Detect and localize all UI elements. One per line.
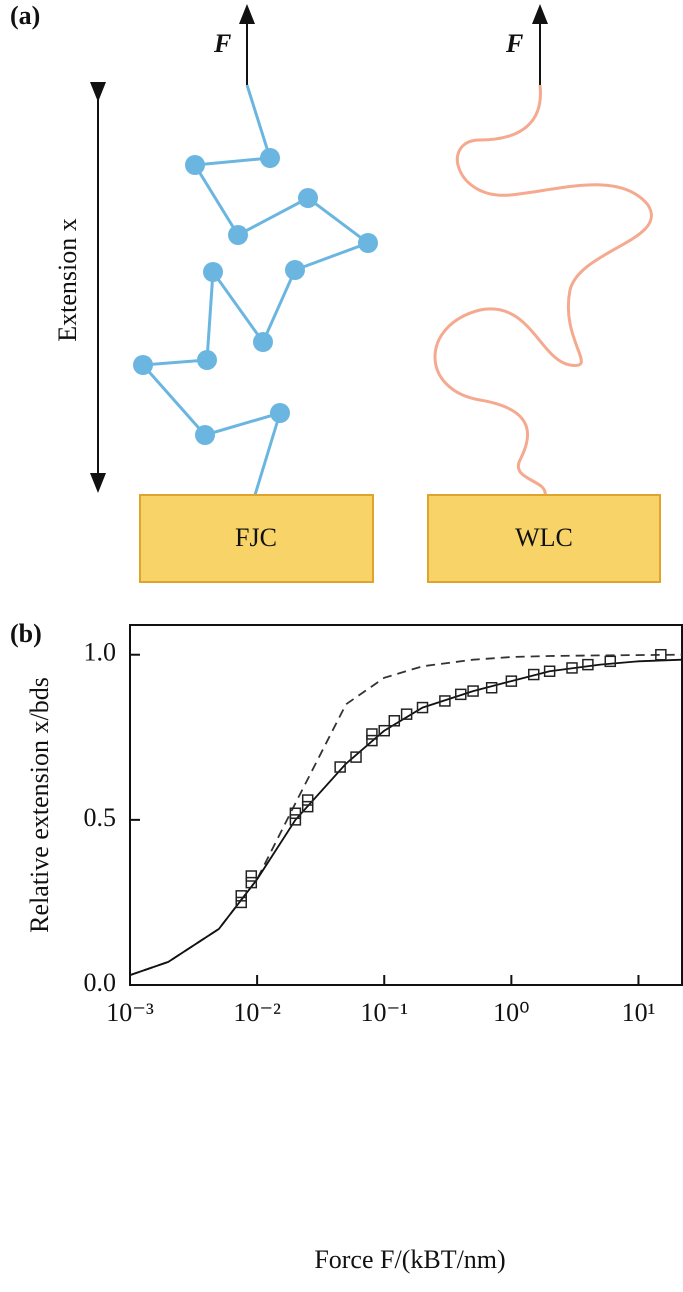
y-tick-label: 0.5 bbox=[84, 803, 117, 832]
data-marker bbox=[289, 814, 302, 826]
data-marker bbox=[388, 715, 401, 727]
data-marker bbox=[416, 701, 429, 714]
wlc-chain bbox=[433, 84, 653, 496]
force-label: F bbox=[505, 29, 523, 58]
data-marker bbox=[566, 662, 578, 674]
x-tick-label: 10⁻¹ bbox=[360, 998, 408, 1027]
data-marker bbox=[485, 682, 498, 694]
data-marker bbox=[350, 751, 362, 763]
data-marker bbox=[289, 807, 302, 820]
data-marker bbox=[505, 675, 518, 687]
data-marker bbox=[467, 685, 479, 697]
plot: 0.0 0.5 1.0 10⁻³ 10⁻² 10⁻¹ 10⁰ 10¹ bbox=[84, 638, 683, 1027]
data-marker bbox=[245, 870, 258, 882]
x-tick-label: 10¹ bbox=[622, 998, 656, 1027]
data-marker bbox=[439, 695, 451, 707]
panel-label: (b) bbox=[10, 619, 42, 648]
data-marker bbox=[378, 724, 390, 737]
data-marker bbox=[527, 668, 540, 681]
panel-label: (a) bbox=[10, 1, 40, 30]
x-axis-label: Force F/(kBT/nm) bbox=[314, 1245, 505, 1274]
dashed-curve bbox=[129, 653, 683, 976]
fjc-beads bbox=[133, 148, 378, 445]
data-marker bbox=[582, 658, 594, 671]
data-marker bbox=[366, 728, 378, 740]
data-marker bbox=[301, 800, 314, 813]
wlc-box bbox=[427, 494, 661, 583]
fjc-chain bbox=[139, 84, 372, 496]
data-marker bbox=[301, 794, 314, 806]
data-marker bbox=[655, 648, 667, 661]
data-marker bbox=[400, 708, 413, 720]
plot-frame bbox=[129, 624, 683, 986]
y-axis-label: Relative extension x/bds bbox=[25, 677, 54, 933]
x-tick-label: 10⁻² bbox=[233, 998, 281, 1027]
data-marker bbox=[366, 734, 378, 747]
data-marker bbox=[455, 688, 467, 701]
data-marker bbox=[604, 655, 617, 668]
force-label: F bbox=[213, 29, 231, 58]
y-tick-label: 1.0 bbox=[84, 638, 117, 667]
y-tick-label: 0.0 bbox=[84, 968, 117, 997]
data-marker bbox=[543, 665, 556, 677]
extension-label: Extension x bbox=[53, 218, 82, 342]
box-label: FJC bbox=[235, 523, 277, 552]
x-tick-label: 10⁻³ bbox=[106, 998, 154, 1027]
solid-curve bbox=[129, 658, 683, 976]
fjc-box bbox=[139, 494, 374, 583]
box-label: WLC bbox=[515, 523, 573, 552]
data-marker bbox=[235, 890, 247, 902]
data-marker bbox=[245, 876, 258, 889]
x-tick-label: 10⁰ bbox=[493, 998, 529, 1027]
data-marker bbox=[235, 896, 247, 909]
data-marker bbox=[334, 761, 346, 773]
